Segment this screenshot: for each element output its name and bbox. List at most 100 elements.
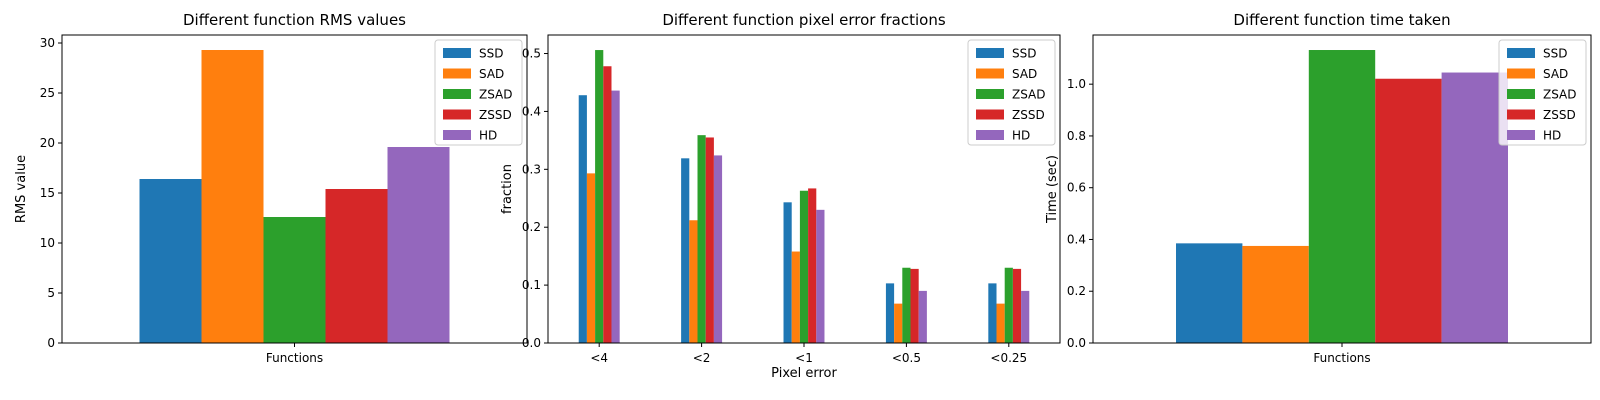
legend-label-ssd: SSD [1012, 47, 1036, 61]
bar-hd-4 [918, 290, 927, 343]
legend-swatch-zsad [976, 89, 1004, 99]
legend-label-zsad: ZSAD [479, 88, 513, 102]
y-tick-label: 0.4 [1067, 232, 1086, 246]
chart-title: Different function time taken [1233, 11, 1450, 29]
legend: SSD SAD ZSAD ZSSD HD [1498, 39, 1587, 146]
chart-panel-2: 0.0 0.1 0.2 0.3 0.4 0.5 <4 <2 <1 <0.5 <0.25 Differe… [500, 11, 1061, 381]
bar-zssd-1 [603, 66, 612, 343]
y-tick-label: 30 [40, 36, 55, 50]
legend-swatch-sad [976, 68, 1004, 79]
bar-sad-1 [201, 50, 264, 343]
legend: SSD SAD ZSAD ZSSD HD [967, 39, 1056, 146]
legend-swatch-zssd [1507, 109, 1535, 120]
y-tick-label: 10 [40, 236, 55, 250]
y-axis-label: fraction [500, 164, 515, 214]
bar-zsad-3 [799, 190, 809, 343]
legend-swatch-hd [976, 130, 1004, 140]
y-tick-label: 0 [47, 336, 55, 350]
x-axis-label: Pixel error [771, 366, 837, 381]
bar-sad-3 [791, 251, 800, 343]
legend-swatch-hd [443, 130, 471, 140]
bar-sad-2 [689, 220, 698, 343]
legend-label-zssd: ZSSD [1543, 108, 1576, 122]
bar-zsad-1 [263, 217, 326, 343]
legend-swatch-ssd [443, 48, 471, 58]
legend-label-hd: HD [1543, 129, 1561, 143]
legend-label-ssd: SSD [1543, 47, 1567, 61]
y-tick-label: 5 [47, 286, 55, 300]
y-tick-label: 20 [40, 136, 55, 150]
y-tick-label: 0.0 [1067, 336, 1086, 350]
bar-ssd-4 [885, 283, 895, 343]
bar-zsad-4 [902, 267, 911, 343]
legend-label-sad: SAD [1012, 67, 1037, 81]
legend-label-zssd: ZSSD [479, 108, 512, 122]
legend-swatch-zssd [976, 109, 1004, 120]
x-tick-label: <1 [795, 351, 813, 365]
bar-sad-5 [996, 303, 1005, 343]
legend-label-hd: HD [479, 129, 497, 143]
bar-ssd-1 [139, 179, 202, 343]
chart-panel-3: 0.0 0.2 0.4 0.6 0.8 1.0 Functions Different fun… [1045, 11, 1592, 365]
x-tick-label: <0.25 [990, 351, 1027, 365]
legend-swatch-sad [1507, 68, 1535, 79]
legend-label-zsad: ZSAD [1012, 88, 1046, 102]
bar-sad-4 [894, 303, 903, 343]
y-tick-label: 1.0 [1067, 77, 1086, 91]
x-tick-label: <0.5 [892, 351, 921, 365]
bar-zssd-3 [808, 188, 817, 343]
y-tick-label: 15 [40, 186, 55, 200]
legend-swatch-sad [443, 68, 471, 79]
y-tick-label: 0.5 [522, 47, 541, 61]
chart-panel-1: 0 5 10 15 20 25 30 Functions Different function … [14, 11, 528, 365]
x-tick-label: Functions [1313, 351, 1370, 365]
y-axis-label: RMS value [14, 155, 29, 223]
bar-zssd-1 [325, 189, 388, 343]
bar-ssd-2 [681, 158, 690, 343]
legend-swatch-zssd [443, 109, 471, 120]
bar-ssd-5 [988, 283, 997, 343]
legend-label-zssd: ZSSD [1012, 108, 1045, 122]
bar-sad-1 [586, 173, 596, 343]
bar-zssd-2 [705, 137, 714, 343]
y-tick-label: 0.1 [522, 278, 541, 292]
legend: SSD SAD ZSAD ZSSD HD [434, 39, 523, 146]
bar-zssd-4 [910, 268, 919, 343]
legend-label-sad: SAD [1543, 67, 1568, 81]
y-tick-label: 0.3 [522, 162, 541, 176]
legend-label-sad: SAD [479, 67, 504, 81]
legend-label-zsad: ZSAD [1543, 88, 1577, 102]
bar-zsad-1 [1308, 50, 1376, 343]
bar-ssd-1 [578, 95, 587, 344]
x-tick-label: <4 [590, 351, 608, 365]
y-tick-label: 0.0 [522, 336, 541, 350]
y-axis-label: Time (sec) [1045, 155, 1060, 224]
x-tick-label: Functions [266, 351, 323, 365]
legend-label-ssd: SSD [479, 47, 503, 61]
bar-ssd-3 [783, 202, 792, 343]
bar-zssd-1 [1375, 78, 1442, 344]
bar-hd-2 [713, 155, 723, 343]
y-tick-label: 0.6 [1067, 181, 1086, 195]
y-tick-label: 0.2 [1067, 284, 1086, 298]
y-tick-label: 0.8 [1067, 129, 1086, 143]
bar-hd-1 [611, 90, 620, 343]
y-tick-label: 25 [40, 86, 55, 100]
legend-swatch-ssd [976, 48, 1004, 58]
legend-swatch-ssd [1507, 48, 1535, 58]
legend-label-hd: HD [1012, 129, 1030, 143]
x-tick-label: <2 [693, 351, 711, 365]
y-tick-label: 0.4 [522, 104, 541, 118]
legend-swatch-hd [1507, 130, 1535, 140]
bar-ssd-1 [1176, 243, 1243, 343]
bar-hd-5 [1021, 290, 1030, 343]
y-tick-label: 0.2 [522, 220, 541, 234]
legend-swatch-zsad [443, 89, 471, 99]
chart-title: Different function RMS values [183, 11, 406, 29]
bar-zsad-2 [697, 135, 706, 343]
bar-zsad-1 [595, 50, 604, 344]
bar-zssd-5 [1012, 268, 1022, 343]
bar-hd-3 [816, 209, 825, 343]
bar-zsad-5 [1004, 267, 1013, 343]
